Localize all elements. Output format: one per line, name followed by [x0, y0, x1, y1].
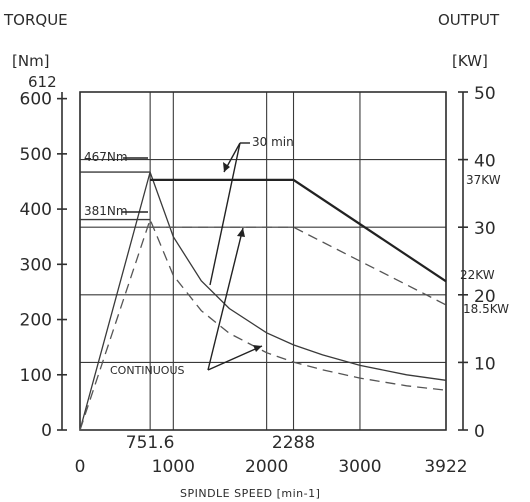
x-tick-label: 0	[75, 457, 86, 477]
left-tick-label: 100	[20, 366, 52, 386]
x-tick-label: 3000	[338, 457, 381, 477]
x-tick-label: 2000	[245, 457, 288, 477]
label-30min: 30 min	[252, 135, 294, 149]
arrow-continuous-power	[207, 227, 244, 371]
x-tick-label: 1000	[152, 457, 195, 477]
torque-30min-label: 467Nm	[84, 150, 128, 164]
series-right-dashed-3	[150, 226, 447, 306]
right-tick-label: 40	[474, 152, 496, 172]
series-left-solid-0	[79, 169, 447, 431]
x-special-tick-label: 2288	[272, 433, 315, 453]
left-axis-title: TORQUE	[3, 11, 68, 29]
arrowhead-continuous-a	[237, 228, 245, 237]
left-tick-label: 0	[41, 421, 52, 441]
torque-continuous-label: 381Nm	[84, 204, 128, 218]
arrowhead-30min-a	[223, 162, 230, 172]
left-axis-top-value: 612	[28, 73, 57, 91]
left-tick-label: 200	[20, 311, 52, 331]
label-continuous: CONTINUOUS	[110, 364, 185, 377]
right-tick-label: 10	[474, 354, 496, 374]
right-tick-label: 20	[474, 287, 496, 307]
series-right-solid-2	[150, 178, 447, 283]
plot-frame	[79, 91, 447, 431]
left-tick-label: 300	[20, 255, 52, 275]
left-tick-label: 600	[20, 90, 52, 110]
series-left-dashed-1	[79, 217, 447, 431]
arrowhead-continuous-b	[253, 345, 262, 352]
left-tick-label: 500	[20, 145, 52, 165]
output-30min-label: 37KW	[466, 173, 501, 187]
output-continuous-end-label: 18.5KW	[463, 302, 509, 316]
x-tick-label: 3922	[424, 457, 467, 477]
right-axis-unit: [KW]	[452, 52, 488, 70]
series-lines	[79, 169, 447, 431]
output-30min-end-label: 22KW	[460, 268, 495, 282]
left-tick-label: 400	[20, 200, 52, 220]
right-axis-title: OUTPUT	[438, 11, 500, 29]
axes-frame	[57, 91, 468, 431]
left-axis-unit: [Nm]	[12, 52, 50, 70]
x-axis-title: SPINDLE SPEED [min-1]	[180, 487, 320, 500]
right-tick-label: 0	[474, 422, 485, 442]
arrow-30min-power	[209, 142, 241, 286]
right-tick-label: 30	[474, 219, 496, 239]
arrow-continuous-torque	[207, 345, 263, 371]
right-tick-label: 50	[474, 84, 496, 104]
x-special-tick-label: 751.6	[126, 433, 175, 453]
